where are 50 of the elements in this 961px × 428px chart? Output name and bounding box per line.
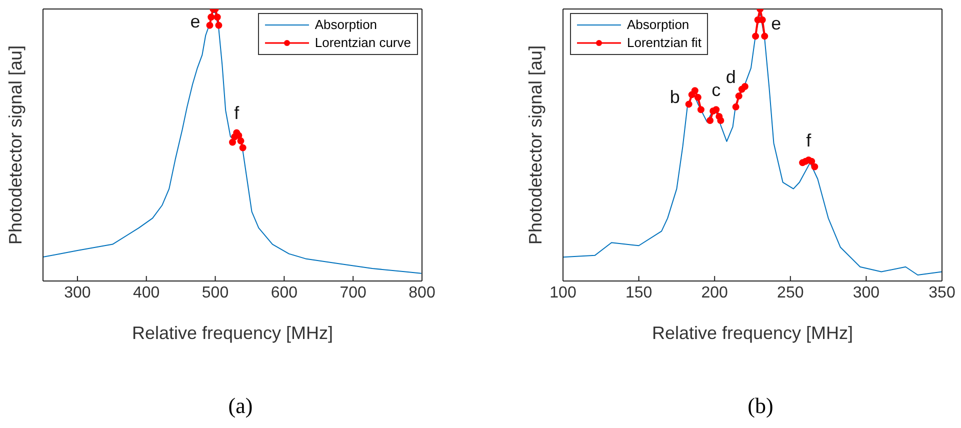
point (706, 117, 714, 124)
x-axis-title: Relative frequency [MHz] (132, 323, 334, 343)
x-tick-label: 600 (270, 284, 298, 302)
text: (b) (746, 393, 774, 419)
point (229, 138, 236, 146)
x-tick-label: 400 (133, 284, 160, 302)
x-tick-label: 800 (408, 284, 436, 302)
y-axis-title: Photodetector signal [au] (5, 45, 26, 245)
point (685, 100, 692, 108)
annotation: e (190, 11, 200, 32)
point (811, 163, 818, 170)
point (712, 106, 720, 114)
x-tick-label: 100 (550, 284, 576, 302)
point (691, 87, 698, 94)
point (215, 22, 222, 29)
x-tick-label: 700 (340, 284, 367, 302)
x-tick-label: 500 (202, 284, 229, 302)
annotation: c (712, 80, 721, 100)
x-tick-label: 350 (928, 284, 956, 302)
point (694, 94, 702, 101)
y-axis-title: Photodetector signal [au] (525, 45, 546, 245)
x-axis-title: Relative frequency [MHz] (652, 323, 854, 343)
point (732, 103, 740, 110)
point (208, 14, 215, 21)
annotation: e (771, 13, 782, 34)
annotation: d (726, 66, 736, 87)
legend-label: Lorentzian curve (314, 34, 411, 52)
point (741, 83, 748, 90)
point (237, 137, 244, 144)
point (214, 14, 221, 21)
x-tick-label: 200 (701, 284, 728, 302)
text: (a) (227, 393, 254, 419)
annotation: f (806, 130, 812, 150)
point (752, 32, 760, 40)
point (239, 144, 246, 152)
annotation: f (234, 103, 240, 124)
legend-label: Absorption (314, 16, 378, 34)
x-tick-label: 150 (625, 284, 652, 302)
point (697, 106, 704, 114)
point (206, 22, 214, 29)
x-tick-label: 250 (777, 284, 804, 302)
x-tick-label: 300 (64, 284, 91, 302)
point (808, 158, 816, 165)
legend-label: Lorentzian fit (627, 34, 702, 52)
point (735, 92, 742, 100)
point (717, 117, 724, 124)
legend-label: Absorption (627, 16, 690, 34)
annotation: b (670, 86, 680, 107)
point (761, 32, 768, 40)
x-tick-label: 300 (852, 284, 880, 302)
